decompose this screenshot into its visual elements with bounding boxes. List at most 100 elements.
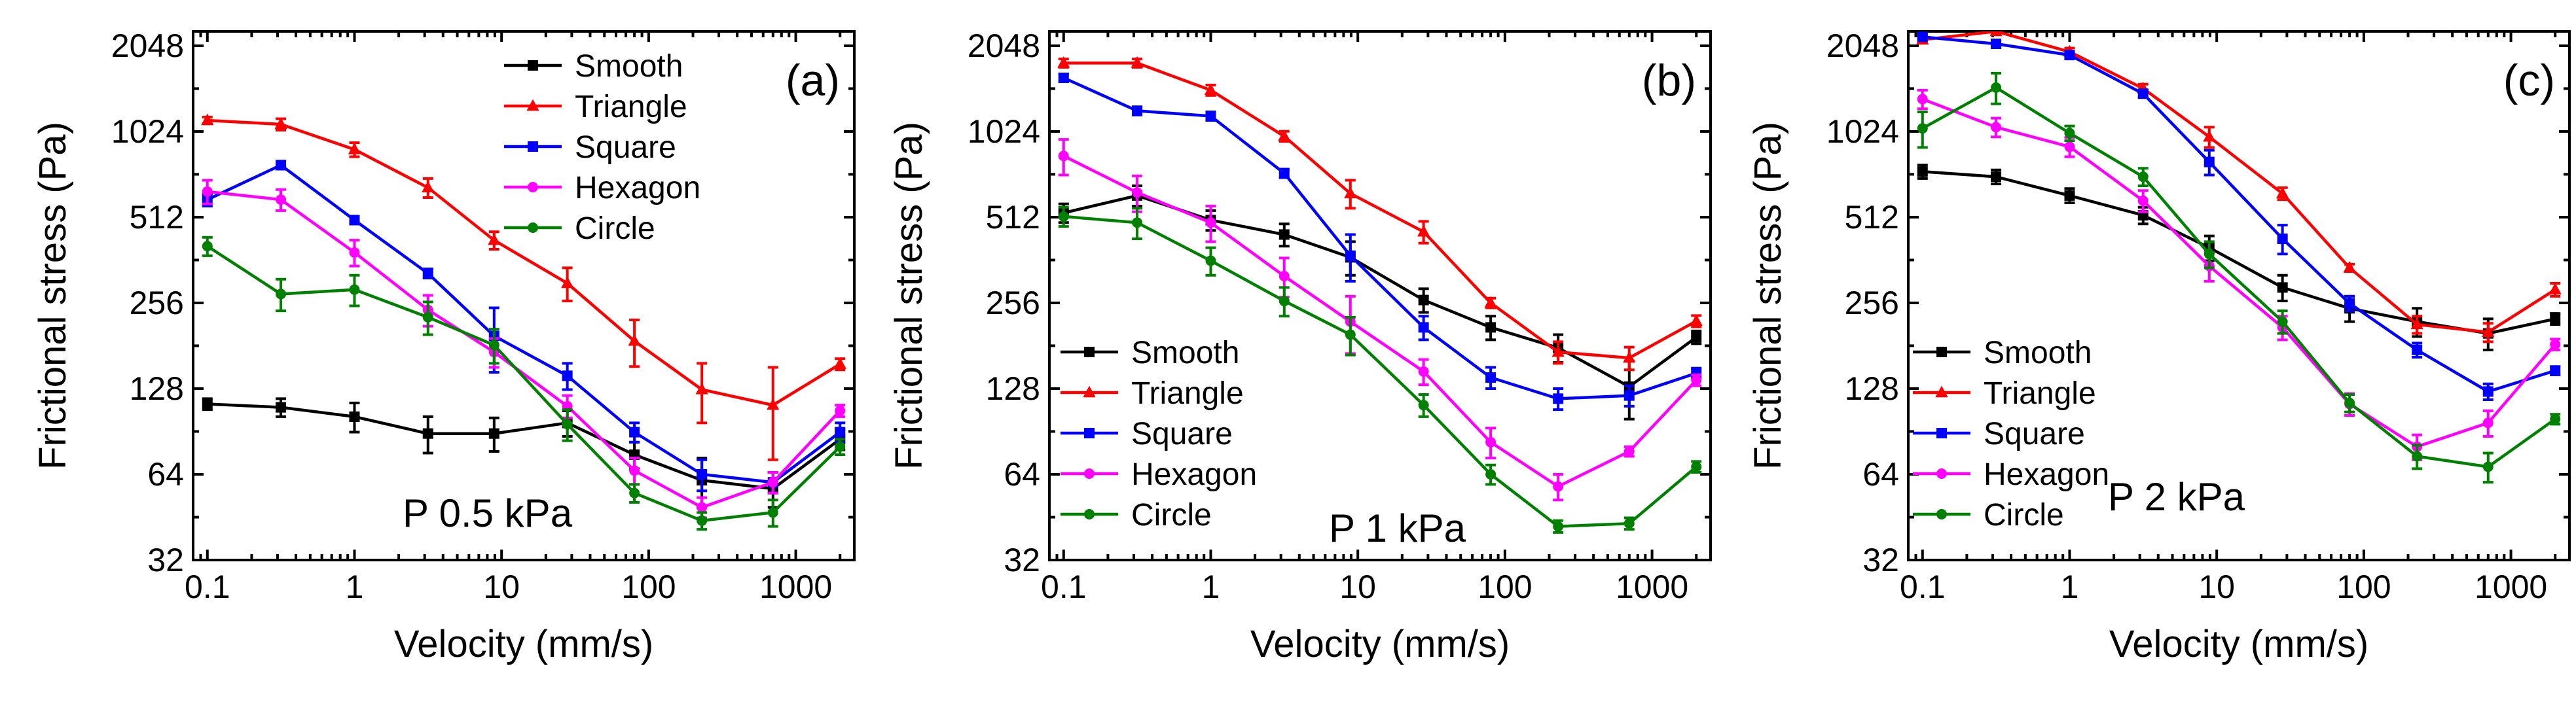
data-point-circle	[1917, 123, 1928, 134]
x-tick-label: 1	[2061, 569, 2079, 605]
series-line-square	[1922, 35, 2556, 393]
x-tick-label: 0.1	[1900, 569, 1946, 605]
data-point-circle	[276, 289, 287, 300]
data-point-circle	[2137, 171, 2149, 183]
series-line-smooth	[1922, 170, 2556, 335]
data-point-square	[2344, 298, 2355, 309]
series-line-circle	[1063, 215, 1697, 528]
data-point-smooth	[422, 428, 433, 439]
data-point-triangle	[695, 383, 708, 395]
data-point-hexagon	[2550, 339, 2561, 350]
legend: Smooth Triangle Square Hexagon Circle	[1913, 336, 2109, 533]
series-circle	[1058, 205, 1702, 534]
data-point-hexagon	[276, 194, 287, 205]
data-point-triangle	[833, 357, 846, 369]
pressure-annotation: P 0.5 kPa	[403, 491, 573, 535]
data-point-circle	[1624, 518, 1635, 529]
data-point-circle	[349, 284, 360, 295]
data-point-triangle	[2203, 130, 2216, 142]
data-point-square	[1991, 39, 2002, 50]
legend-label: Hexagon	[1984, 457, 2109, 492]
series-square	[1917, 31, 2561, 401]
y-tick-label: 32	[1862, 542, 1899, 578]
y-tick-label: 512	[986, 199, 1040, 236]
data-point-circle	[1691, 461, 1702, 472]
data-point-smooth	[1691, 332, 1702, 343]
data-point-square	[349, 215, 360, 226]
data-point-hexagon	[1132, 187, 1143, 198]
series-square	[202, 160, 846, 495]
x-tick-label: 1000	[2475, 569, 2547, 605]
data-point-square	[2277, 233, 2288, 244]
data-point-triangle	[1057, 56, 1070, 68]
data-point-triangle	[274, 117, 287, 130]
legend-marker	[528, 222, 538, 233]
data-point-hexagon	[2482, 417, 2494, 429]
series-circle	[1917, 71, 2561, 484]
data-point-circle	[767, 507, 778, 518]
legend-label: Square	[1984, 417, 2085, 451]
data-point-hexagon	[1991, 122, 2002, 133]
panel-label: (c)	[2503, 56, 2555, 105]
legend-marker	[1084, 428, 1095, 438]
legend-label: Triangle	[1984, 376, 2096, 411]
data-point-triangle	[422, 181, 435, 193]
pressure-annotation: P 1 kPa	[1329, 506, 1466, 550]
series-line-smooth	[207, 402, 841, 491]
data-point-triangle	[561, 276, 574, 289]
data-point-square	[1205, 111, 1216, 122]
series-line-circle	[206, 245, 841, 523]
data-point-circle	[1058, 211, 1069, 222]
data-point-circle	[422, 311, 433, 323]
data-point-triangle	[1690, 314, 1703, 326]
data-point-hexagon	[349, 247, 360, 258]
legend-label: Square	[575, 130, 676, 165]
data-point-hexagon	[629, 465, 640, 476]
data-point-circle	[2412, 451, 2423, 462]
data-point-square	[1058, 72, 1069, 83]
data-point-smooth	[2277, 282, 2288, 293]
legend-label: Circle	[1984, 498, 2064, 533]
series-line-triangle	[1922, 31, 2556, 334]
data-point-square	[2412, 344, 2423, 355]
legend-marker	[1935, 385, 1948, 398]
legend-marker	[526, 99, 539, 111]
x-tick-label: 1	[346, 569, 364, 605]
series-line-hexagon	[207, 190, 841, 509]
y-axis-title: Frictional stress (Pa)	[1747, 122, 1789, 470]
data-point-square	[562, 370, 573, 381]
series-line-square	[1062, 76, 1697, 400]
data-point-circle	[697, 515, 708, 526]
data-point-circle	[2550, 413, 2561, 425]
series-line-square	[206, 163, 841, 484]
data-point-triangle	[767, 398, 780, 410]
data-point-triangle	[2549, 283, 2562, 294]
data-point-triangle	[348, 143, 361, 154]
data-point-circle	[2482, 461, 2494, 472]
data-point-circle	[2344, 397, 2355, 408]
data-point-triangle	[488, 233, 501, 245]
data-point-square	[1132, 105, 1143, 116]
y-tick-label: 32	[1004, 542, 1040, 578]
legend-label: Triangle	[575, 90, 687, 124]
data-point-hexagon	[2137, 195, 2149, 206]
legend: Smooth Triangle Square Hexagon Circle	[504, 49, 700, 246]
data-point-triangle	[1989, 31, 2003, 37]
data-point-hexagon	[1691, 375, 1702, 386]
x-axis-title: Velocity (mm/s)	[2109, 623, 2368, 665]
y-tick-label: 2048	[111, 27, 184, 64]
x-tick-label: 10	[483, 569, 520, 605]
legend-marker	[1936, 428, 1947, 438]
legend-marker	[1084, 509, 1095, 519]
series-hexagon	[202, 179, 846, 519]
data-point-square	[1553, 393, 1564, 404]
series-triangle	[1057, 56, 1703, 372]
data-point-square	[422, 268, 433, 279]
legend-label: Circle	[575, 211, 655, 246]
data-point-circle	[562, 419, 573, 430]
data-point-circle	[2204, 249, 2215, 260]
legend-label: Circle	[1131, 498, 1212, 533]
series-triangle	[201, 113, 846, 461]
data-point-triangle	[201, 113, 214, 126]
